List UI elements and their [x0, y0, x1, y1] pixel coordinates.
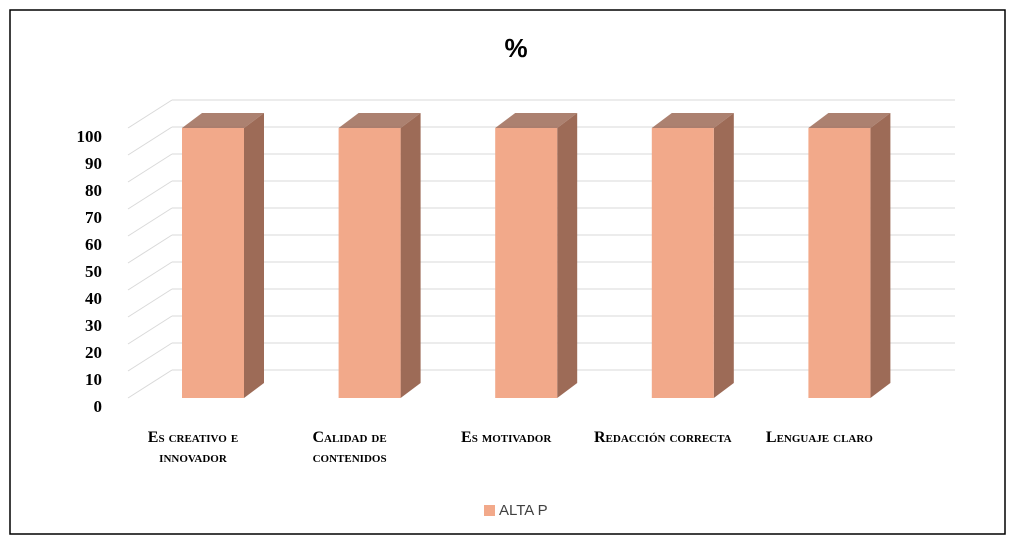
bar-top	[495, 113, 578, 128]
bar-top	[651, 113, 734, 128]
x-tick-label: Calidad de contenidos	[312, 429, 387, 466]
y-tick-label: 90	[85, 154, 102, 173]
x-tick-label: Es creativo e innovador	[147, 429, 239, 466]
y-tick-label: 30	[85, 316, 102, 335]
chart-title: %	[504, 33, 527, 63]
bar-top	[338, 113, 421, 128]
grid-side-line	[127, 315, 173, 345]
y-tick-label: 70	[85, 208, 102, 227]
y-tick-label: 10	[85, 370, 102, 389]
bar-side	[870, 113, 891, 398]
grid-side-line	[127, 288, 173, 318]
grid-side-line	[127, 207, 173, 237]
grid-side-line	[127, 261, 173, 291]
grid-side-line	[127, 180, 173, 210]
bar-front	[808, 128, 871, 398]
grid-side-line	[127, 99, 173, 129]
grid-side-line	[127, 234, 173, 264]
bar-side	[400, 113, 421, 398]
y-tick-label: 0	[94, 397, 103, 416]
grid-side-line	[127, 369, 173, 399]
bar-top	[182, 113, 264, 128]
y-tick-label: 20	[85, 343, 102, 362]
grid-side-line	[127, 153, 173, 183]
bar	[338, 113, 421, 398]
bar-front	[338, 128, 401, 398]
bar-front	[182, 128, 244, 398]
bar	[182, 113, 264, 398]
grid-side-line	[127, 342, 173, 372]
y-tick-label: 100	[77, 127, 103, 146]
legend-swatch	[484, 505, 495, 516]
bar-front	[495, 128, 558, 398]
x-tick-label: Es motivador	[461, 429, 552, 446]
bar	[651, 113, 734, 398]
bar-side	[244, 113, 264, 398]
bar-side	[713, 113, 734, 398]
bar	[808, 113, 891, 398]
x-tick-label: Lenguaje claro	[765, 429, 873, 446]
y-tick-label: 50	[85, 262, 102, 281]
x-tick-label: Redacción correcta	[594, 429, 732, 446]
legend-label: ALTA P	[499, 502, 548, 519]
grid-side-line	[127, 126, 173, 156]
bar-side	[557, 113, 578, 398]
y-tick-label: 80	[85, 181, 102, 200]
bar-front	[651, 128, 714, 398]
y-tick-label: 60	[85, 235, 102, 254]
bar	[495, 113, 578, 398]
bar-top	[808, 113, 891, 128]
y-tick-label: 40	[85, 289, 102, 308]
